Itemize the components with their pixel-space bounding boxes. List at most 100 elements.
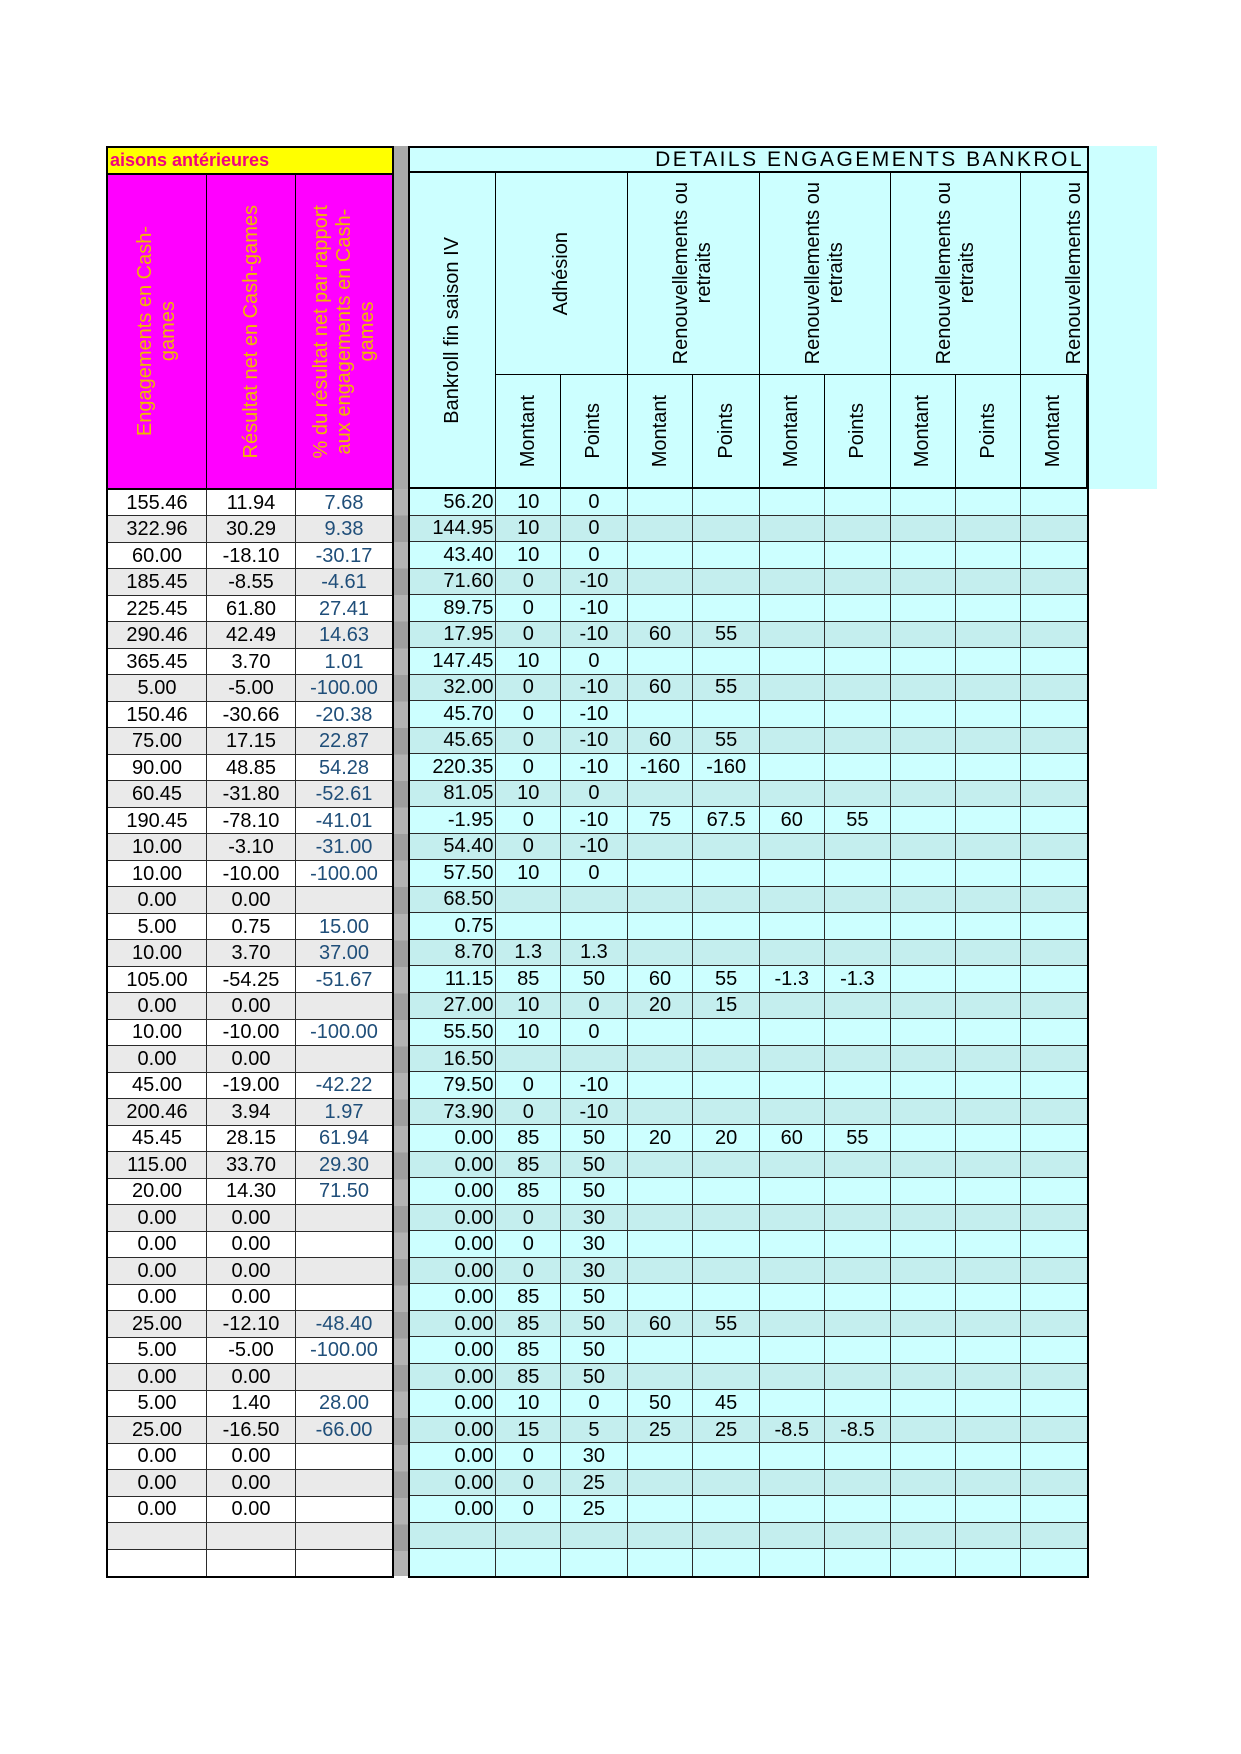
group-header-renouvellements-2-label: Renouvellements ou retraits <box>802 182 848 365</box>
cell-r35-c2: 1.40 <box>207 1390 296 1418</box>
cell-r30-c11 <box>891 1257 956 1285</box>
cell-r35-c7: 50 <box>627 1390 694 1417</box>
cell-r16-c5 <box>496 886 562 914</box>
cell-r5-c3: 27.41 <box>296 595 392 623</box>
cell-r41-c8 <box>693 1549 760 1576</box>
subheader-adhesion-montant: Montant <box>496 374 562 487</box>
cell-r3-c9 <box>759 542 825 569</box>
cell-r38-c8 <box>693 1469 760 1497</box>
cell-r27-c2: 14.30 <box>207 1178 296 1206</box>
cell-r20-c2: 0.00 <box>207 993 296 1020</box>
cell-r9-c1: 150.46 <box>108 701 207 729</box>
cell-r23-c7 <box>627 1072 694 1099</box>
cell-r4-c6: -10 <box>561 568 628 596</box>
cell-r3-c8 <box>693 542 760 569</box>
cell-r5-c9 <box>759 595 825 622</box>
cell-r8-c4: 32.00 <box>410 674 497 702</box>
cell-r25-c11 <box>891 1125 956 1152</box>
cell-r19-c11 <box>891 966 956 993</box>
cell-r21-c2: -10.00 <box>207 1019 296 1047</box>
cell-r11-c1: 90.00 <box>108 754 207 782</box>
cell-r5-c10 <box>824 595 892 622</box>
cell-r28-c8 <box>693 1204 760 1232</box>
cell-r32-c3: -48.40 <box>296 1311 392 1338</box>
cell-r28-c10 <box>824 1204 892 1232</box>
cell-r24-c8 <box>693 1098 760 1126</box>
cell-r23-c6: -10 <box>561 1072 628 1099</box>
cell-r3-c3: -30.17 <box>296 542 392 570</box>
cell-r7-c1: 365.45 <box>108 648 207 676</box>
cell-r35-c11 <box>891 1390 956 1417</box>
cell-r1-c3: 7.68 <box>296 490 392 517</box>
subheader-renouv1-montant: Montant <box>628 374 694 487</box>
group-header-adhesion: Adhésion <box>496 173 628 375</box>
cell-r3-c12 <box>955 542 1022 569</box>
cell-r36-c7: 25 <box>627 1416 694 1444</box>
left-data-grid: 155.46 11.94 7.68 322.96 30.29 9.38 60.00 -18.1… <box>108 490 392 1576</box>
cell-r33-c2: -5.00 <box>207 1337 296 1365</box>
cell-r30-c13 <box>1021 1257 1087 1285</box>
cell-r21-c12 <box>955 1019 1022 1046</box>
cell-r4-c12 <box>955 568 1022 596</box>
cell-r3-c4: 43.40 <box>410 542 497 569</box>
cell-r15-c10 <box>824 860 892 887</box>
cell-r10-c3: 22.87 <box>296 728 392 755</box>
cell-r20-c13 <box>1021 992 1087 1020</box>
cell-r14-c1: 10.00 <box>108 834 207 861</box>
cell-r12-c7 <box>627 780 694 808</box>
cell-r12-c2: -31.80 <box>207 781 296 808</box>
cell-r2-c5: 10 <box>496 515 562 543</box>
cell-r4-c13 <box>1021 568 1087 596</box>
cell-r18-c8 <box>693 939 760 967</box>
cell-r5-c2: 61.80 <box>207 595 296 623</box>
cell-r8-c5: 0 <box>496 674 562 702</box>
cell-r24-c13 <box>1021 1098 1087 1126</box>
cell-r15-c3: -100.00 <box>296 860 392 888</box>
cell-r26-c2: 33.70 <box>207 1152 296 1179</box>
cell-r19-c4: 11.15 <box>410 966 497 993</box>
cell-r21-c8 <box>693 1019 760 1046</box>
cell-r10-c8: 55 <box>693 727 760 755</box>
cell-r34-c6: 50 <box>561 1363 628 1391</box>
cell-r23-c4: 79.50 <box>410 1072 497 1099</box>
cell-r34-c4: 0.00 <box>410 1363 497 1391</box>
cell-r31-c10 <box>824 1284 892 1311</box>
cell-r26-c3: 29.30 <box>296 1152 392 1179</box>
cell-r9-c11 <box>891 701 956 728</box>
cell-r18-c4: 8.70 <box>410 939 497 967</box>
cell-r33-c6: 50 <box>561 1337 628 1364</box>
cell-r22-c2: 0.00 <box>207 1046 296 1073</box>
bankroll-details-title: DETAILS ENGAGEMENTS BANKROL <box>410 148 1087 173</box>
cell-r21-c4: 55.50 <box>410 1019 497 1046</box>
cell-r34-c3 <box>296 1364 392 1391</box>
cell-r40-c8 <box>693 1522 760 1550</box>
cell-r12-c5: 10 <box>496 780 562 808</box>
cell-r12-c3: -52.61 <box>296 781 392 808</box>
cell-r9-c12 <box>955 701 1022 728</box>
cell-r38-c12 <box>955 1469 1022 1497</box>
column-separator <box>394 146 408 1576</box>
cell-r12-c1: 60.45 <box>108 781 207 808</box>
cell-r37-c11 <box>891 1443 956 1470</box>
cell-r6-c5: 0 <box>496 621 562 649</box>
cell-r8-c10 <box>824 674 892 702</box>
cell-r13-c1: 190.45 <box>108 807 207 835</box>
cell-r34-c8 <box>693 1363 760 1391</box>
cell-r9-c6: -10 <box>561 701 628 728</box>
cell-r2-c9 <box>759 515 825 543</box>
cell-r17-c3: 15.00 <box>296 913 392 941</box>
cell-r31-c6: 50 <box>561 1284 628 1311</box>
cell-r20-c6: 0 <box>561 992 628 1020</box>
cell-r12-c4: 81.05 <box>410 780 497 808</box>
cell-r30-c3 <box>296 1258 392 1285</box>
subheader-renouv3-points: Points <box>956 374 1022 487</box>
cell-r11-c4: 220.35 <box>410 754 497 781</box>
cell-r11-c7: -160 <box>627 754 694 781</box>
cell-r1-c5: 10 <box>496 489 562 516</box>
cell-r23-c9 <box>759 1072 825 1099</box>
cell-r28-c1: 0.00 <box>108 1205 207 1232</box>
cell-r11-c3: 54.28 <box>296 754 392 782</box>
bankroll-details-table-header: DETAILS ENGAGEMENTS BANKROL Bankroll fin… <box>408 146 1089 489</box>
cell-r6-c2: 42.49 <box>207 622 296 649</box>
